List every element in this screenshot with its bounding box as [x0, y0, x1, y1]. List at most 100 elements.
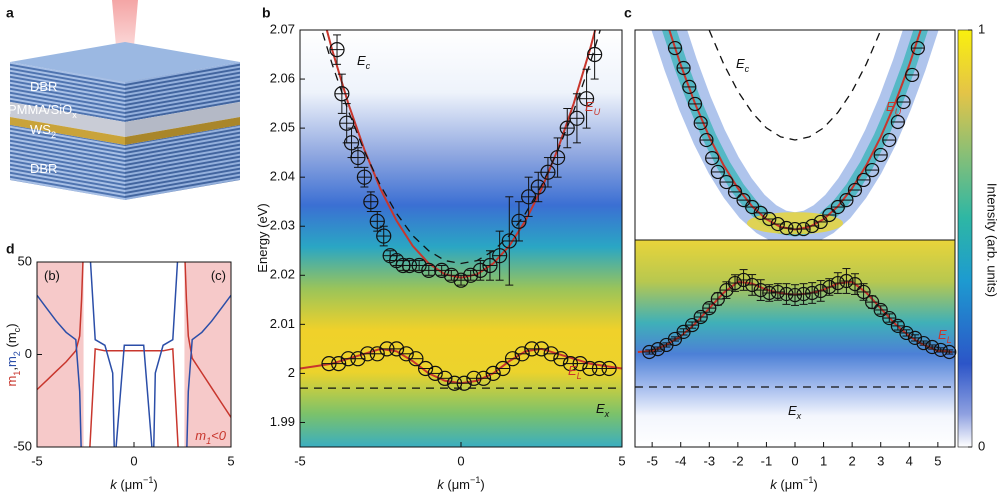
x-tick-label: -4 — [675, 453, 687, 468]
colorbar-tick-label: 1 — [978, 21, 985, 36]
text-span: , — [4, 367, 19, 371]
x-axis-label: k (μm−1) — [770, 475, 817, 492]
text-span: (b) — [44, 268, 60, 283]
x-tick-label: 0 — [791, 453, 798, 468]
text-span: DBR — [30, 79, 57, 94]
plot-area — [37, 262, 231, 447]
x-tick-label: 4 — [906, 453, 913, 468]
plot-area — [635, 30, 955, 240]
text-span: x — [72, 110, 77, 120]
text-span: k — [770, 477, 778, 492]
annotation: EL — [938, 327, 952, 345]
text-span: L — [577, 371, 582, 381]
text-span: 2 — [51, 130, 56, 140]
annotation: Ec — [736, 56, 750, 74]
colorbar-label: Intensity (arb. units) — [985, 183, 1000, 297]
text-span: m — [4, 376, 19, 387]
text-span: −1 — [803, 475, 813, 485]
text-span: E — [357, 53, 366, 68]
text-span: (c) — [211, 268, 226, 283]
y-tick-label: -50 — [13, 438, 32, 453]
y-axis-label: m1,m2 (mc) — [4, 323, 22, 386]
text-span: U — [895, 107, 902, 117]
x-tick-label: 1 — [820, 453, 827, 468]
y-tick-label: 2.07 — [270, 21, 295, 36]
text-span: (m — [4, 332, 19, 351]
text-span: (μm — [444, 477, 470, 492]
text-span: −1 — [143, 475, 153, 485]
shaded-region — [37, 262, 84, 447]
y-tick-label: 2.06 — [270, 70, 295, 85]
text-span: E — [585, 99, 594, 114]
text-span: 1 — [206, 436, 211, 446]
x-tick-label: 0 — [457, 453, 464, 468]
x-tick-label: -5 — [646, 453, 658, 468]
x-axis-label: k (μm−1) — [110, 475, 157, 492]
ws2-right — [125, 117, 240, 145]
x-tick-label: -5 — [294, 453, 306, 468]
annotation: EU — [585, 99, 601, 117]
annotation: Ec — [357, 53, 371, 71]
text-span: x — [604, 409, 610, 419]
dbr-bottom-left — [10, 125, 125, 200]
y-tick-label: 2.01 — [270, 316, 295, 331]
text-span: 2 — [12, 351, 22, 356]
text-span: Energy (eV) — [255, 203, 270, 272]
panel-letter: a — [6, 5, 14, 21]
annotation: Ex — [788, 403, 802, 421]
curve — [37, 262, 231, 447]
text-span: ) — [153, 477, 157, 492]
text-span: ) — [480, 477, 484, 492]
fit-line — [321, 30, 601, 265]
text-span: (μm — [777, 477, 803, 492]
text-span: U — [594, 107, 601, 117]
text-span: c — [745, 64, 750, 74]
panel-letter: c — [624, 5, 632, 21]
text-span: L — [947, 335, 952, 345]
device-sketch — [10, 0, 240, 200]
y-tick-label: 2.02 — [270, 267, 295, 282]
spacer-right — [125, 102, 240, 137]
text-span: WS — [30, 122, 51, 137]
text-span: E — [596, 401, 605, 416]
layer-label: PMMA/SiOx — [8, 102, 77, 120]
text-span: DBR — [30, 161, 57, 176]
y-tick-label: 1.99 — [270, 414, 295, 429]
y-tick-label: 2.05 — [270, 120, 295, 135]
annotation: (c) — [211, 268, 226, 283]
x-tick-label: 5 — [227, 453, 234, 468]
text-span: ) — [813, 477, 817, 492]
text-span: (μm — [117, 477, 143, 492]
panel-letter: b — [262, 5, 271, 21]
text-span: 1 — [12, 371, 22, 376]
x-tick-label: -2 — [732, 453, 744, 468]
text-span: PMMA/SiO — [8, 102, 72, 117]
layer-label: WS2 — [30, 122, 56, 140]
layer-label: DBR — [30, 79, 57, 94]
x-tick-label: 5 — [618, 453, 625, 468]
annotation: (b) — [44, 268, 60, 283]
y-tick-label: 50 — [18, 253, 32, 268]
colorbar — [957, 29, 973, 448]
x-tick-label: 3 — [877, 453, 884, 468]
annotation: m1<0 — [195, 428, 226, 446]
y-tick-label: 0 — [25, 346, 32, 361]
text-span: x — [796, 411, 802, 421]
panel-letter: d — [6, 241, 15, 257]
x-tick-label: -3 — [704, 453, 716, 468]
text-span: E — [568, 363, 577, 378]
annotation: EU — [886, 99, 902, 117]
fit-line — [708, 30, 882, 141]
text-span: E — [886, 99, 895, 114]
text-span: ) — [4, 323, 19, 327]
x-tick-label: -1 — [761, 453, 773, 468]
text-span: −1 — [470, 475, 480, 485]
heatmap — [635, 240, 955, 447]
text-span: <0 — [211, 428, 227, 443]
y-axis-label: Energy (eV) — [255, 203, 270, 272]
text-span: m — [4, 356, 19, 367]
y-tick-label: 2 — [288, 365, 295, 380]
layer-label: DBR — [30, 161, 57, 176]
x-tick-label: -5 — [31, 453, 43, 468]
